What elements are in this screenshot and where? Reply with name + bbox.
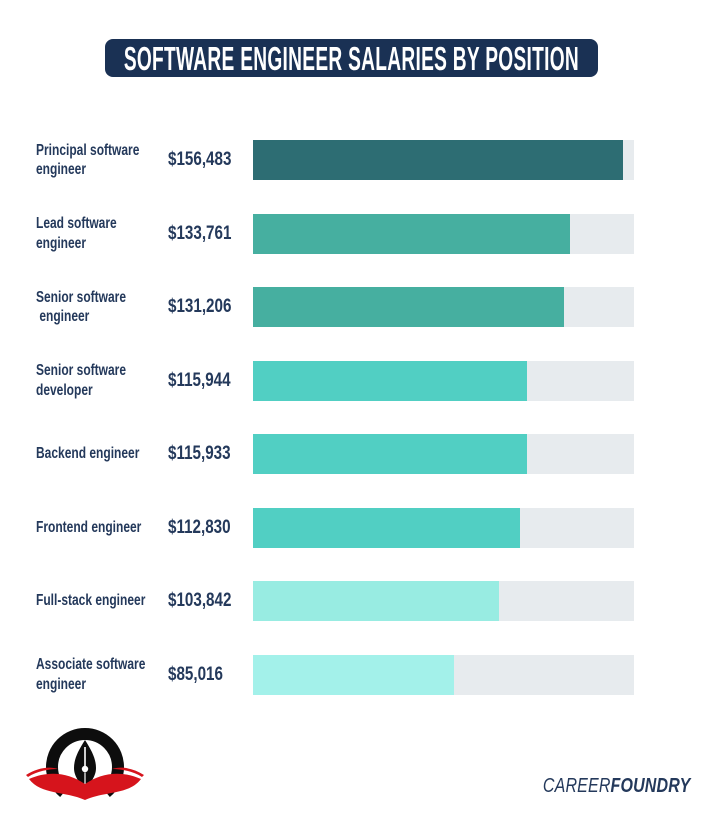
position-label: Frontend engineer (36, 518, 142, 536)
position-label: Lead software engineer (36, 215, 117, 252)
chart-row: Associate software engineer $85,016 (36, 654, 634, 695)
chart-row: Backend engineer $115,933 (36, 434, 634, 474)
page-title: SOFTWARE ENGINEER SALARIES BY POSITION (123, 39, 580, 77)
position-label: Associate software engineer (36, 656, 146, 693)
chart-row: Senior software developer $115,944 (36, 360, 634, 401)
salary-value: $131,206 (168, 296, 232, 317)
salary-value: $133,761 (168, 222, 232, 244)
salary-value: $85,016 (168, 663, 223, 685)
logo-ring (46, 728, 124, 806)
salary-value: $115,933 (168, 443, 231, 464)
position-label: Full-stack engineer (36, 592, 146, 610)
salary-value: $112,830 (168, 516, 231, 538)
bar-fill (253, 654, 455, 695)
salary-value: $115,944 (168, 369, 231, 391)
bar-fill (253, 434, 528, 474)
bar-track (253, 654, 634, 695)
careerfoundry-logo-icon (26, 728, 144, 806)
logo-book-wings (29, 773, 141, 800)
chart-row: Lead software engineer $133,761 (36, 213, 634, 254)
bar-track (253, 213, 634, 254)
logo-left-swoosh (26, 767, 58, 777)
nib-lower-slit (84, 772, 86, 789)
position-label: Senior software developer (36, 362, 127, 399)
bar-track (253, 581, 634, 621)
brand-career: CAREER (542, 775, 611, 797)
brand-foundry: FOUNDRY (610, 775, 690, 797)
bar-fill (253, 213, 570, 254)
chart-row: Full-stack engineer $103,842 (36, 581, 634, 621)
salary-value: $156,483 (168, 149, 232, 170)
bar-track (253, 360, 634, 401)
bar-fill (253, 287, 564, 327)
chart-row: Principal software engineer $156,483 (36, 140, 634, 180)
chart-row: Frontend engineer $112,830 (36, 507, 634, 548)
bar-track (253, 507, 634, 548)
logo-right-swoosh (112, 767, 144, 777)
chart-row: Senior software engineer $131,206 (36, 287, 634, 327)
bar-track (253, 287, 634, 327)
position-label: Senior software engineer (36, 288, 127, 326)
nib-breather-hole (81, 765, 89, 773)
brand-wordmark: CAREERFOUNDRY (542, 775, 690, 798)
bar-fill (253, 360, 528, 401)
salary-value: $103,842 (168, 590, 232, 611)
position-label: Principal software engineer (36, 141, 140, 179)
bar-track (253, 140, 634, 180)
position-label: Backend engineer (36, 445, 140, 463)
salary-bar-chart: Principal software engineer $156,483 Lea… (36, 140, 634, 695)
bar-fill (253, 581, 499, 621)
bar-track (253, 434, 634, 474)
bar-fill (253, 507, 521, 548)
bar-fill (253, 140, 624, 180)
nib-slit (84, 747, 86, 766)
title-banner: SOFTWARE ENGINEER SALARIES BY POSITION (105, 39, 598, 77)
